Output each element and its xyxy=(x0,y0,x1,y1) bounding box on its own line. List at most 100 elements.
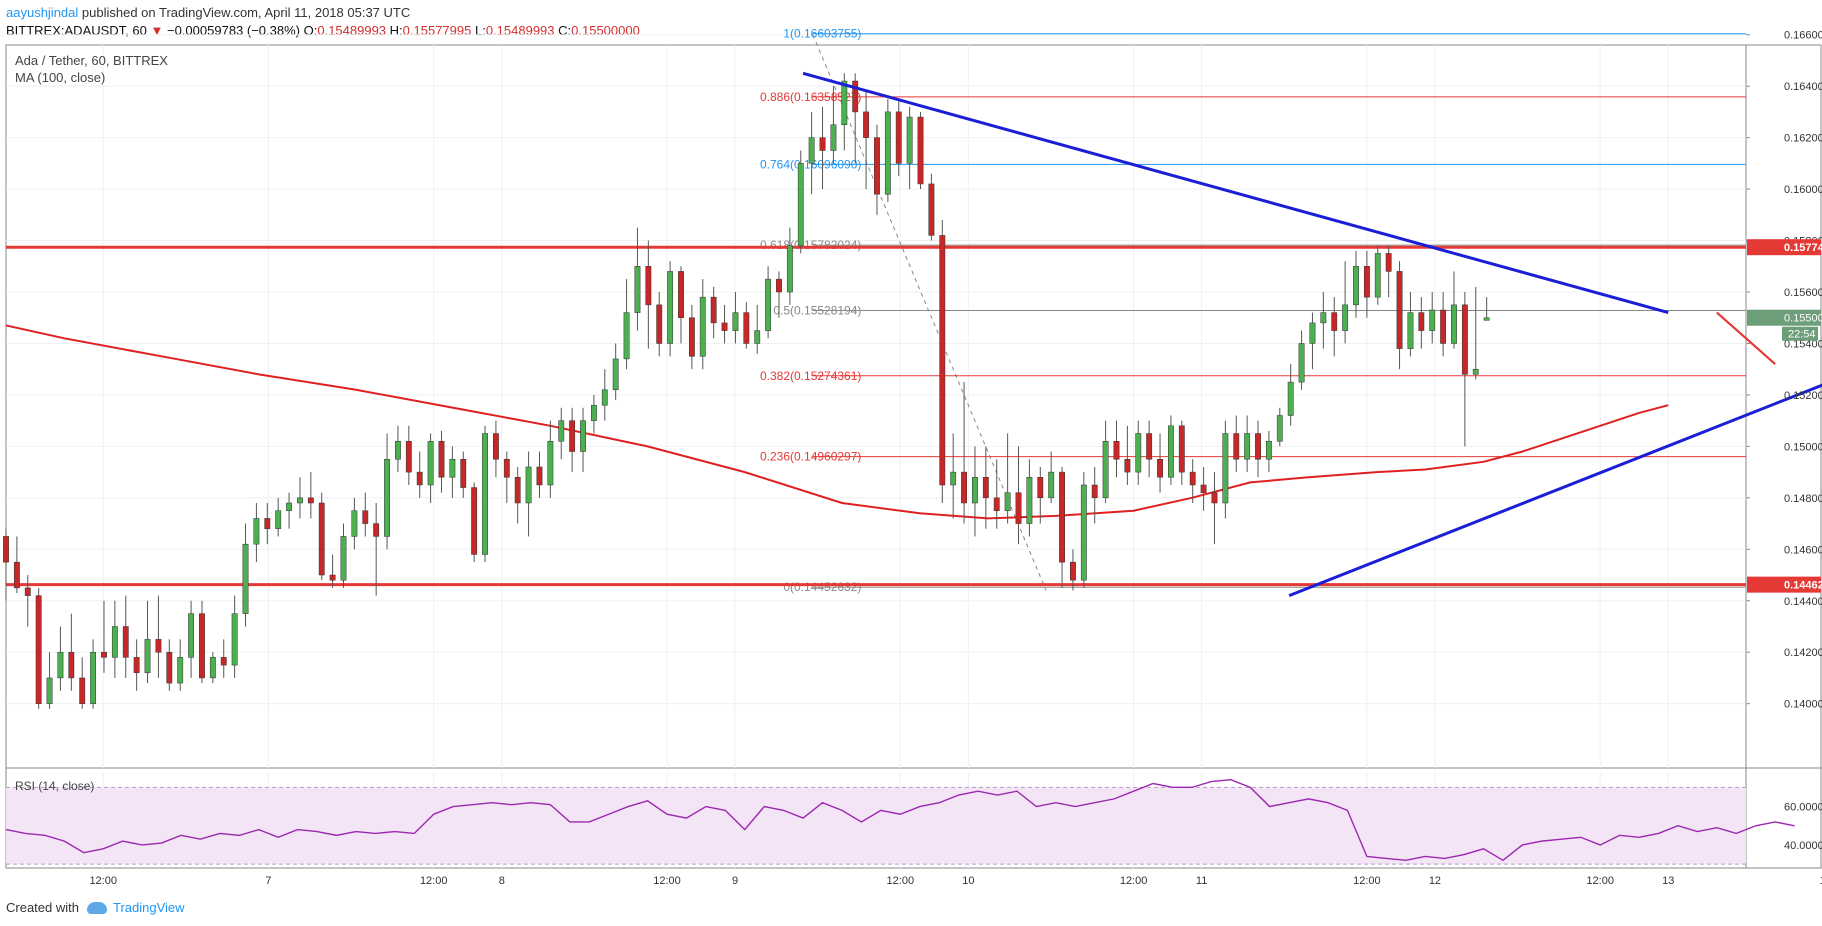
candle-body xyxy=(133,657,140,674)
candle-body xyxy=(765,278,772,331)
candle-body xyxy=(547,440,554,486)
candle-body xyxy=(797,163,804,246)
candle-body xyxy=(928,183,935,236)
candle-body xyxy=(612,358,619,391)
candle-body xyxy=(1189,471,1196,486)
candle-body xyxy=(90,651,97,704)
candle-body xyxy=(122,626,129,658)
candle-body xyxy=(830,124,837,151)
candle-body xyxy=(79,677,86,704)
candle-body xyxy=(917,116,924,185)
candle-body xyxy=(808,137,815,164)
chart-text: Ada / Tether, 60, BITTREX MA (100, close)… xyxy=(15,53,168,793)
candle-body xyxy=(1200,484,1207,493)
candle-body xyxy=(220,657,227,666)
trendline-1 xyxy=(1288,383,1822,598)
candle-body xyxy=(514,477,521,504)
candle-body xyxy=(1211,492,1218,504)
candle-body xyxy=(1059,471,1065,563)
y-tick-label: 0.16600000 xyxy=(1784,30,1822,42)
candle-body xyxy=(1440,309,1447,344)
candle-body xyxy=(961,471,967,504)
fibonacci-retracement[interactable]: 1(0.16603755) 0.886(0.16358527) 0.764(0.16… xyxy=(6,27,1746,594)
author-link[interactable]: aayushjindal xyxy=(6,5,79,20)
candle-body xyxy=(1265,440,1272,460)
rsi-panel xyxy=(5,778,1795,865)
candle-body xyxy=(482,433,488,555)
y-tick-label: 0.14000000 xyxy=(1784,699,1822,711)
x-tick-label: 12:00 xyxy=(89,875,117,887)
candle-body xyxy=(362,510,369,524)
candle-body xyxy=(580,420,586,452)
y-tick-label: 0.15600000 xyxy=(1784,287,1822,299)
y-tick-label: 0.16000000 xyxy=(1784,184,1822,196)
ma-label: MA (100, close) xyxy=(15,70,105,85)
x-tick-label: 11 xyxy=(1196,875,1207,887)
level-tag-label-1: 0.14462686 xyxy=(1784,580,1822,592)
candle-body xyxy=(939,235,946,486)
candle-body xyxy=(1015,492,1022,524)
y-tick-label: 0.14800000 xyxy=(1784,493,1822,505)
candle-body xyxy=(1483,317,1490,321)
candle-body xyxy=(297,497,303,504)
candle-body xyxy=(1309,322,1316,344)
candle-body xyxy=(1374,253,1381,298)
candle-body xyxy=(329,574,336,581)
candle-body xyxy=(1363,266,1370,298)
fib-label-1: 1(0.16603755) xyxy=(783,27,861,41)
candle-body xyxy=(525,466,532,504)
drawings[interactable] xyxy=(802,71,1822,598)
candle-body xyxy=(1157,458,1163,478)
candle-body xyxy=(754,330,761,344)
x-tick-label: 13 xyxy=(1662,875,1674,887)
candle-body xyxy=(449,458,456,478)
candle-body xyxy=(1168,425,1174,478)
candle-body xyxy=(1026,477,1033,524)
candle-body xyxy=(1353,266,1359,306)
candle-body xyxy=(199,613,205,679)
candle-body xyxy=(1396,271,1403,349)
candle-body xyxy=(1461,304,1468,375)
x-tick-label: 12:00 xyxy=(1120,875,1148,887)
candle-body xyxy=(1331,312,1338,331)
rsi-line xyxy=(5,778,1795,862)
rsi-tick-label: 40.0000 xyxy=(1784,840,1822,852)
candle-body xyxy=(24,587,31,596)
x-tick-label: 12:00 xyxy=(1586,875,1614,887)
candle-body xyxy=(536,466,543,486)
candle-body xyxy=(558,420,565,442)
x-tick-label: 12:00 xyxy=(653,875,681,887)
tradingview-brand: TradingView xyxy=(112,900,185,915)
candle-body xyxy=(1124,458,1131,473)
candle-body xyxy=(634,266,641,313)
candle-body xyxy=(656,304,663,344)
candle-body xyxy=(471,487,478,555)
y-tick-label: 0.14600000 xyxy=(1784,544,1822,556)
rsi-band xyxy=(6,787,1746,865)
candle-body xyxy=(982,477,989,499)
candle-body xyxy=(1113,440,1120,460)
candle-body xyxy=(46,677,53,704)
candle-body xyxy=(972,477,978,504)
candle-body xyxy=(950,471,957,486)
candle-body xyxy=(786,245,793,293)
fib-label-0: 0(0.14452632) xyxy=(783,580,861,594)
candle-body xyxy=(1080,484,1087,581)
candle-body xyxy=(819,137,826,151)
candle-body xyxy=(1298,343,1305,383)
y-tick-label: 0.15000000 xyxy=(1784,441,1822,453)
candle-body xyxy=(395,440,401,460)
y-tick-label: 0.16400000 xyxy=(1784,81,1822,93)
x-tick-label: 10 xyxy=(962,875,974,887)
candle-body xyxy=(1102,440,1109,499)
x-tick-label: 12 xyxy=(1429,875,1441,887)
tradingview-link[interactable]: TradingView xyxy=(86,900,185,915)
axes: 0.16600000 0.16400000 0.16200000 0.16000000… xyxy=(89,30,1822,887)
candle-body xyxy=(874,137,880,195)
candle-body xyxy=(1135,433,1142,473)
candle-body xyxy=(231,613,238,666)
candle-body xyxy=(144,639,151,674)
candle-body xyxy=(863,111,870,138)
published-text: published on TradingView.com, April 11, … xyxy=(81,5,411,20)
